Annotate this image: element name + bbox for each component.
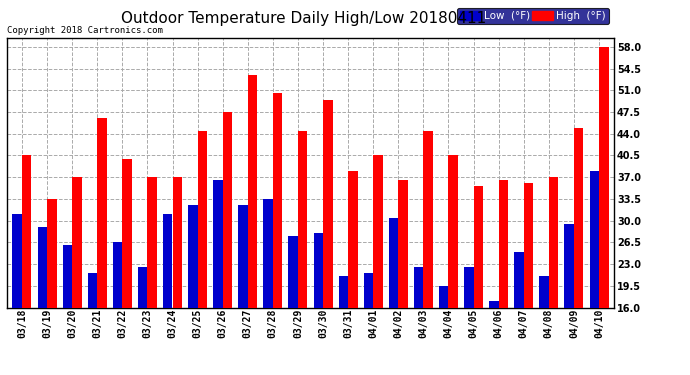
Bar: [47, 199, 57, 308]
Bar: [599, 47, 609, 308]
Bar: [499, 180, 509, 308]
Bar: [489, 301, 499, 307]
Bar: [163, 214, 172, 308]
Bar: [264, 199, 273, 308]
Bar: [12, 214, 22, 308]
Bar: [188, 205, 197, 308]
Bar: [148, 177, 157, 308]
Bar: [564, 224, 574, 308]
Bar: [414, 267, 424, 308]
Bar: [448, 155, 458, 308]
Bar: [514, 252, 524, 308]
Bar: [348, 171, 357, 308]
Bar: [373, 155, 383, 308]
Bar: [339, 276, 348, 308]
Bar: [97, 118, 107, 308]
Bar: [238, 205, 248, 308]
Bar: [122, 159, 132, 308]
Bar: [473, 186, 483, 308]
Bar: [22, 155, 32, 308]
Bar: [63, 245, 72, 308]
Bar: [288, 236, 298, 308]
Text: Copyright 2018 Cartronics.com: Copyright 2018 Cartronics.com: [7, 26, 163, 35]
Bar: [540, 276, 549, 308]
Bar: [313, 233, 323, 308]
Bar: [138, 267, 148, 308]
Bar: [112, 242, 122, 308]
Bar: [72, 177, 81, 308]
Bar: [197, 130, 207, 308]
Bar: [213, 180, 223, 308]
Legend: Low  (°F), High  (°F): Low (°F), High (°F): [457, 8, 609, 24]
Bar: [298, 130, 308, 308]
Bar: [37, 227, 47, 308]
Bar: [323, 100, 333, 308]
Bar: [398, 180, 408, 308]
Bar: [464, 267, 473, 308]
Bar: [273, 93, 282, 308]
Bar: [88, 273, 97, 308]
Bar: [439, 286, 449, 308]
Bar: [223, 112, 233, 308]
Bar: [549, 177, 558, 308]
Bar: [172, 177, 182, 308]
Bar: [388, 217, 398, 308]
Bar: [248, 75, 257, 308]
Bar: [424, 130, 433, 308]
Bar: [574, 128, 584, 308]
Bar: [524, 183, 533, 308]
Bar: [364, 273, 373, 308]
Bar: [589, 171, 599, 308]
Text: Outdoor Temperature Daily High/Low 20180411: Outdoor Temperature Daily High/Low 20180…: [121, 11, 486, 26]
